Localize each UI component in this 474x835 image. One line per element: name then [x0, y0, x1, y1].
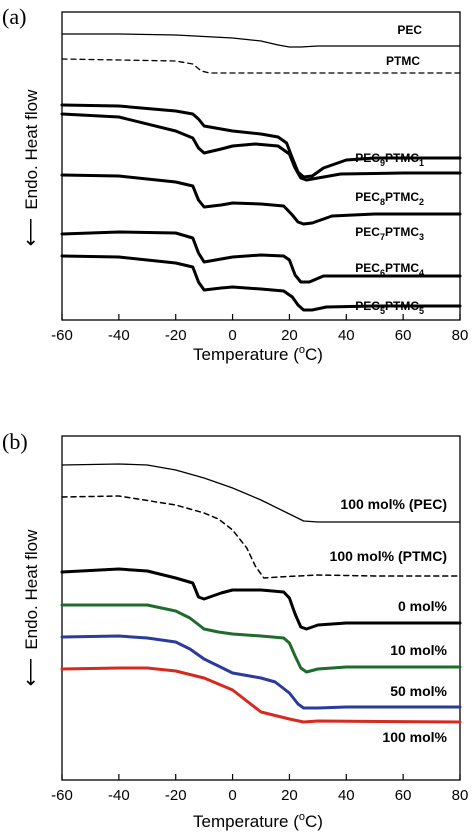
- svg-text:⟵Endo. Heat flow: ⟵Endo. Heat flow: [20, 89, 42, 246]
- x-tick-label: -40: [108, 787, 130, 804]
- series-line: [60, 173, 462, 226]
- x-tick-label: -20: [165, 327, 187, 344]
- series-label: PEC8PTMC2: [355, 190, 424, 207]
- x-tick-label: 80: [452, 327, 469, 344]
- series-label: 100 mol% (PEC): [340, 496, 447, 512]
- x-tick-label: -40: [108, 327, 130, 344]
- x-tick-label: 20: [281, 787, 298, 804]
- series-label: 50 mol%: [390, 683, 447, 699]
- panel-a-y-axis-title: ⟵Endo. Heat flow: [20, 89, 42, 246]
- panel-b-ticks: -60 -40 -20 0 20 40 60 80: [51, 774, 468, 804]
- panel-b-y-axis-title: ⟵Endo. Heat flow: [20, 529, 42, 686]
- panel-b-frame: [61, 435, 461, 781]
- series-label: 100 mol% (PTMC): [330, 548, 447, 564]
- x-tick-label: -60: [51, 327, 73, 344]
- series-label: PEC5PTMC5: [355, 299, 424, 316]
- series-line: [60, 112, 462, 182]
- x-tick-label: 0: [228, 787, 236, 804]
- series-line: [61, 33, 461, 48]
- series-line: [60, 634, 462, 710]
- x-tick-label: 40: [338, 787, 355, 804]
- x-tick-label: 20: [281, 327, 298, 344]
- series-line: [60, 567, 462, 631]
- series-line: [60, 230, 462, 284]
- series-line: [60, 103, 462, 179]
- panel-b-label: (b): [2, 429, 28, 454]
- panel-a-frame: [61, 11, 461, 321]
- series-line: [61, 463, 461, 523]
- series-label: 100 mol%: [382, 729, 447, 745]
- series-label: 10 mol%: [390, 642, 447, 658]
- series-line: [61, 58, 461, 74]
- panel-b-plot: -60 -40 -20 0 20 40 60 80 100 mol% (PEC)100 mol…: [51, 435, 468, 804]
- series-line: [61, 495, 461, 579]
- x-tick-label: 60: [395, 787, 412, 804]
- series-line: [60, 666, 462, 724]
- x-tick-label: 80: [452, 787, 469, 804]
- series-label: 0 mol%: [398, 598, 448, 614]
- panel-b-x-axis-title: Temperature (oC): [193, 811, 323, 831]
- x-tick-label: -60: [51, 787, 73, 804]
- x-tick-label: 60: [395, 327, 412, 344]
- series-label: PEC: [397, 23, 422, 37]
- panel-a-series: [60, 33, 462, 312]
- series-line: [60, 254, 462, 312]
- panel-a-ticks: -60 -40 -20 0 20 40 60 80: [51, 314, 468, 344]
- x-tick-label: 40: [338, 327, 355, 344]
- x-tick-label: 0: [228, 327, 236, 344]
- x-tick-label: -20: [165, 787, 187, 804]
- panel-a-plot: -60 -40 -20 0 20 40 60 80 PEC PTMC PEC9PTMC1 PEC8P…: [51, 11, 468, 344]
- panel-b-series: [60, 463, 462, 724]
- series-label: PTMC: [386, 54, 420, 68]
- panel-a-x-axis-title: Temperature (oC): [193, 344, 323, 364]
- series-label: PEC7PTMC3: [355, 225, 424, 242]
- panel-b-labels: 100 mol% (PEC) 100 mol% (PTMC) 0 mol% 10 mo…: [330, 496, 448, 745]
- svg-text:⟵Endo. Heat flow: ⟵Endo. Heat flow: [20, 529, 42, 686]
- panel-a-labels: PEC PTMC PEC9PTMC1 PEC8PTMC2 PEC7PTMC3 PEC6PT…: [355, 23, 424, 316]
- series-label: PEC9PTMC1: [355, 151, 424, 168]
- panel-a-label: (a): [2, 4, 26, 29]
- series-label: PEC6PTMC4: [355, 261, 424, 278]
- series-line: [60, 603, 462, 674]
